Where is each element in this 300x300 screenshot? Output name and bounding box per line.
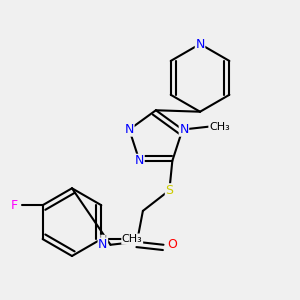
Text: O: O: [167, 238, 177, 251]
Text: CH₃: CH₃: [122, 234, 142, 244]
Text: H: H: [99, 236, 107, 245]
Text: N: N: [195, 38, 205, 50]
Text: N: N: [98, 238, 108, 251]
Text: N: N: [124, 123, 134, 136]
Text: S: S: [165, 184, 173, 197]
Text: F: F: [11, 199, 18, 212]
Text: N: N: [135, 154, 144, 167]
Text: N: N: [179, 123, 189, 136]
Text: CH₃: CH₃: [209, 122, 230, 132]
